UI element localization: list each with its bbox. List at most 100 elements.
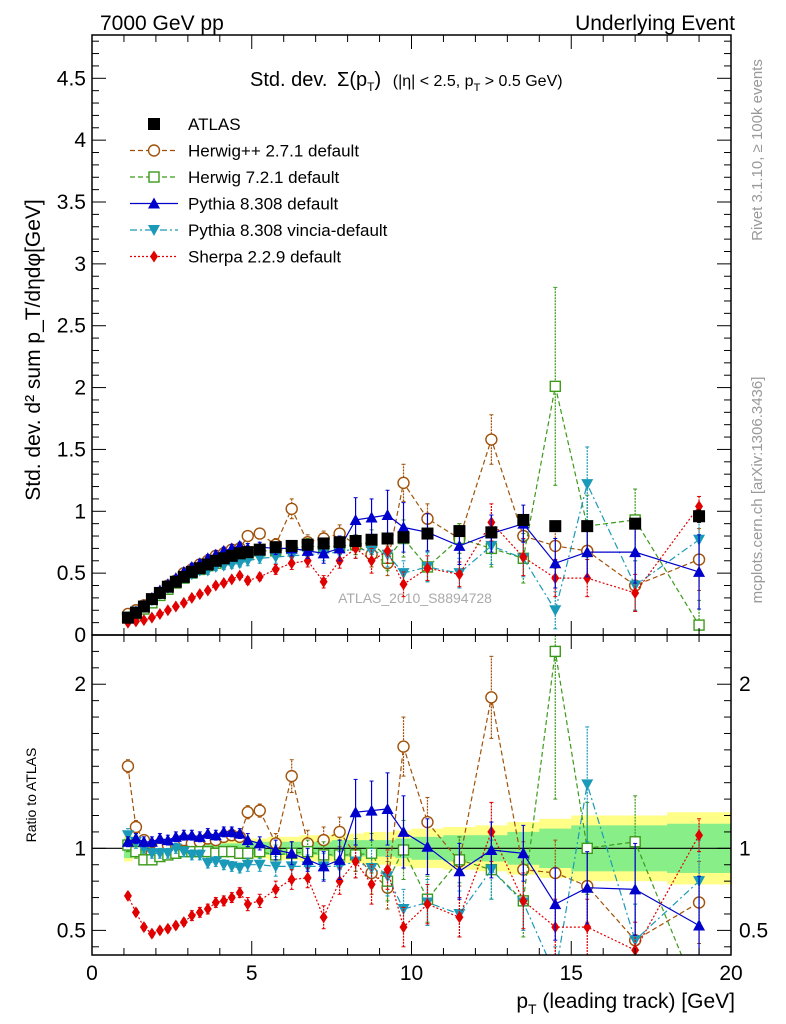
x-axis-label: pT (leading track) [GeV] — [516, 990, 735, 1017]
data-point-sherpa — [219, 577, 228, 590]
tick-label: 2 — [74, 377, 86, 400]
data-point-sherpa — [235, 569, 244, 582]
data-point-sherpa — [195, 588, 204, 601]
data-point-data — [365, 533, 378, 546]
data-point-sherpa — [631, 586, 640, 599]
tick-label: 2 — [739, 673, 751, 696]
data-point-pythia — [333, 853, 346, 865]
legend-label: Pythia 8.308 vincia-default — [188, 221, 388, 240]
tick-label: 15 — [560, 962, 583, 985]
data-point-herwigpp — [397, 740, 410, 753]
main-plot-area — [121, 286, 706, 635]
data-point-vincia — [145, 848, 158, 860]
data-point-sherpa — [351, 855, 360, 868]
tick-label: 0 — [74, 624, 86, 647]
tick-label: 1 — [74, 500, 86, 523]
tick-label: 5 — [246, 962, 258, 985]
data-point-herwigpp — [241, 806, 254, 819]
data-point-pythia — [397, 825, 410, 837]
data-point-herwig7 — [549, 645, 561, 658]
data-point-sherpa — [367, 878, 376, 891]
tick-label: 2.5 — [57, 315, 86, 338]
data-point-pythia — [153, 832, 166, 844]
data-point-pythia — [365, 804, 378, 816]
data-point-pythia — [397, 521, 410, 533]
data-point-vincia — [121, 830, 134, 842]
data-point-vincia — [193, 849, 206, 861]
data-point-data — [581, 520, 594, 533]
data-point-sherpa — [155, 607, 164, 620]
data-point-data — [349, 534, 362, 547]
data-point-vincia — [241, 859, 254, 871]
data-point-vincia — [201, 858, 214, 870]
data-point-sherpa — [235, 886, 244, 899]
data-point-vincia — [169, 843, 182, 855]
data-point-herwig7 — [549, 380, 561, 393]
data-point-vincia — [397, 568, 410, 580]
legend-marker-herwig7 — [148, 171, 160, 183]
data-point-data — [517, 513, 530, 526]
legend-label: Sherpa 2.2.9 default — [188, 248, 341, 267]
data-point-sherpa — [423, 562, 432, 575]
data-point-sherpa — [123, 889, 132, 902]
data-point-sherpa — [367, 554, 376, 567]
data-point-sherpa — [219, 894, 228, 907]
data-point-pythia — [517, 847, 530, 859]
data-point-sherpa — [319, 575, 328, 588]
data-point-pythia — [581, 546, 594, 558]
data-point-pythia — [485, 843, 498, 855]
series-line-herwigpp — [127, 437, 700, 615]
data-point-sherpa — [227, 891, 236, 904]
data-point-data — [301, 538, 314, 551]
data-point-data — [253, 543, 266, 556]
data-point-pythia — [381, 802, 394, 814]
data-point-data — [485, 526, 498, 539]
data-point-sherpa — [303, 871, 312, 884]
data-point-vincia — [253, 859, 266, 871]
data-point-vincia — [209, 856, 222, 868]
title-cuts-b: > 0.5 GeV) — [480, 73, 562, 90]
data-point-sherpa — [179, 596, 188, 609]
legend-label: Herwig 7.2.1 default — [188, 168, 339, 187]
data-point-herwigpp — [241, 529, 254, 543]
data-point-sherpa — [155, 924, 164, 937]
chart-title: Std. dev. Σ(pT) (|η| < 2.5, pT > 0.5 GeV… — [250, 69, 563, 94]
data-point-data — [397, 531, 410, 544]
legend-entry-data: ATLAS — [148, 115, 241, 134]
tick-label: 1 — [739, 837, 751, 860]
series-line-sherpa — [127, 505, 700, 624]
tick-label: 2 — [74, 673, 86, 696]
data-point-sherpa — [271, 563, 280, 576]
data-point-sherpa — [187, 909, 196, 922]
data-point-pythia — [129, 832, 142, 844]
title-cuts-a: (|η| < 2.5, p — [393, 73, 474, 90]
data-point-sherpa — [179, 916, 188, 929]
data-point-sherpa — [695, 829, 704, 842]
data-point-sherpa — [171, 600, 180, 613]
title-main: Std. dev. — [250, 69, 327, 91]
data-point-sherpa — [271, 883, 280, 896]
data-point-pythia — [193, 830, 206, 842]
tick-label: 20 — [719, 962, 742, 985]
legend-entry-sherpa: Sherpa 2.2.9 default — [130, 248, 341, 267]
title-sigma-end: ) — [375, 69, 382, 91]
title-sigma-sub: T — [367, 80, 375, 94]
data-point-vincia — [581, 779, 594, 791]
mcplots-url-label: mcplots.cern.ch [arXiv:1306.3436] — [749, 377, 766, 604]
series-line-vincia — [127, 482, 700, 617]
data-point-sherpa — [399, 921, 408, 934]
data-point-herwigpp — [333, 825, 346, 839]
data-point-sherpa — [203, 903, 212, 916]
data-point-herwigpp — [397, 476, 410, 490]
rivet-version-label: Rivet 3.1.10, ≥ 100k events — [749, 59, 766, 241]
tick-label: 3 — [74, 253, 86, 276]
tick-label: 10 — [400, 962, 423, 985]
x-label-p: p — [516, 990, 528, 1013]
tick-label: 1.5 — [57, 438, 86, 461]
legend-entry-vincia: Pythia 8.308 vincia-default — [130, 221, 388, 240]
ratio-plot-area — [121, 635, 706, 955]
data-point-pythia — [121, 835, 134, 847]
data-point-vincia — [233, 863, 246, 875]
data-point-sherpa — [303, 554, 312, 567]
data-point-pythia — [693, 565, 706, 577]
